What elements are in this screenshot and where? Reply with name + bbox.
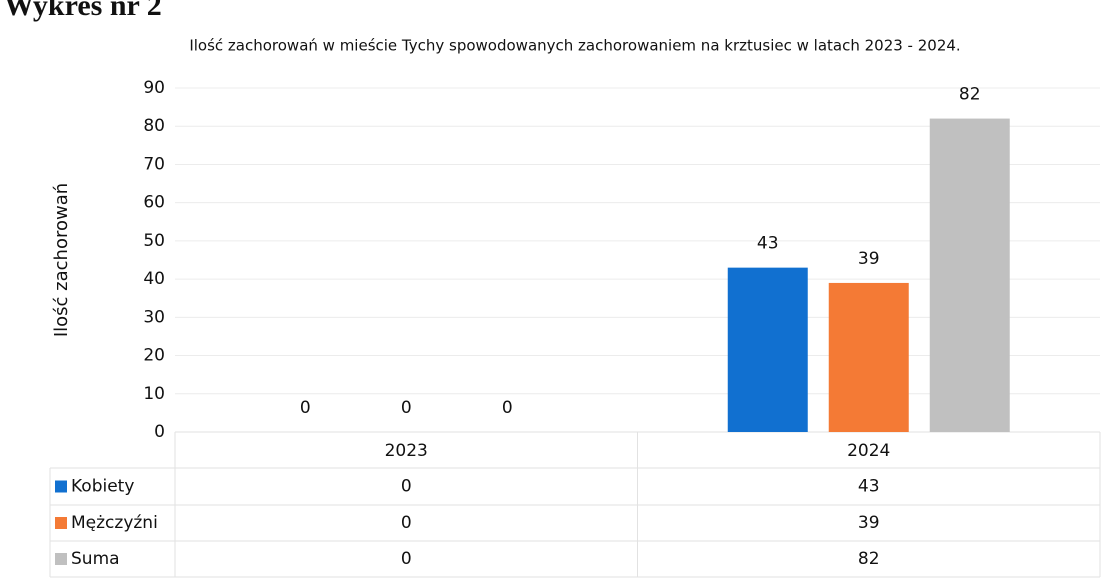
table-value: 39 [858,513,880,533]
bar [828,282,909,432]
y-tick-label: 30 [143,307,165,327]
y-tick-label: 0 [154,422,165,442]
legend-swatch [55,480,67,493]
legend-label: Suma [71,549,120,569]
y-tick-label: 70 [143,154,165,174]
y-tick-label: 40 [143,269,165,289]
data-label: 39 [858,249,880,269]
table-value: 0 [401,549,412,569]
chart-title: Ilość zachorowań w mieście Tychy spowodo… [189,37,960,55]
table-value: 82 [858,549,880,569]
legend-swatch [55,553,67,565]
data-label: 0 [401,398,412,418]
y-axis-label: Ilość zachorowań [51,183,72,337]
bar [929,118,1010,433]
x-tick-label: 2024 [847,441,890,461]
y-tick-label: 10 [143,384,165,404]
y-tick-label: 90 [143,78,165,98]
y-tick-label: 20 [143,346,165,366]
y-tick-label: 80 [143,116,165,136]
x-tick-label: 2023 [385,441,428,461]
data-label: 43 [757,234,779,254]
legend-label: Mężczyźni [71,513,158,533]
bar [727,267,808,432]
table-value: 43 [858,477,880,497]
heading: Wykres nr 2 [4,0,162,22]
y-tick-label: 60 [143,193,165,213]
data-label: 0 [300,398,311,418]
legend-swatch [55,517,67,529]
data-label: 0 [502,398,513,418]
y-tick-label: 50 [143,231,165,251]
table-value: 0 [401,477,412,497]
data-label: 82 [959,85,981,105]
table-value: 0 [401,513,412,533]
legend-label: Kobiety [71,477,134,497]
